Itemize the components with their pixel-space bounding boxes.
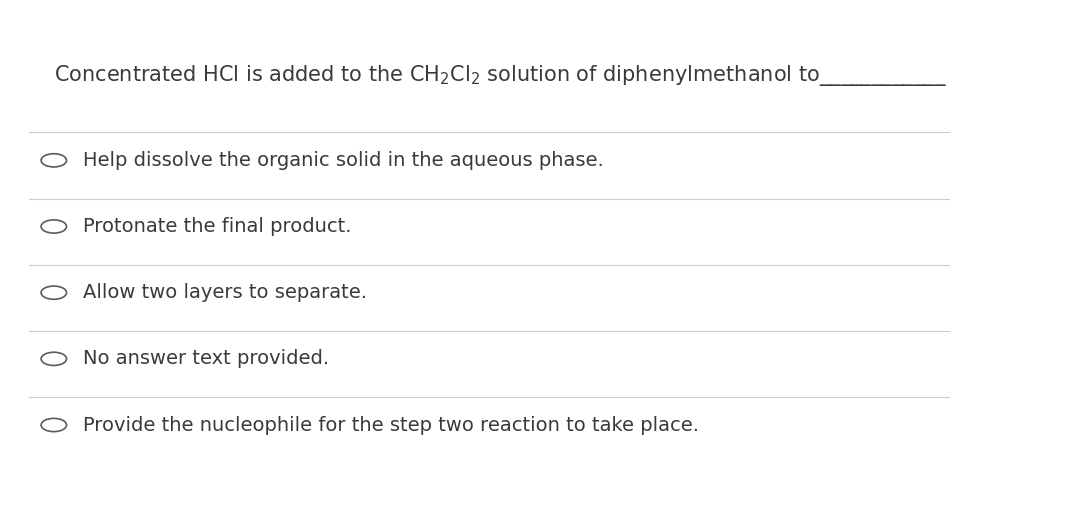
Text: No answer text provided.: No answer text provided.: [83, 349, 329, 369]
Text: Provide the nucleophile for the step two reaction to take place.: Provide the nucleophile for the step two…: [83, 415, 699, 435]
Text: Help dissolve the organic solid in the aqueous phase.: Help dissolve the organic solid in the a…: [83, 151, 604, 170]
Text: Protonate the final product.: Protonate the final product.: [83, 217, 352, 236]
Text: Concentrated HCl is added to the $\mathregular{CH_2Cl_2}$ solution of diphenylme: Concentrated HCl is added to the $\mathr…: [54, 64, 946, 89]
Text: Allow two layers to separate.: Allow two layers to separate.: [83, 283, 367, 302]
